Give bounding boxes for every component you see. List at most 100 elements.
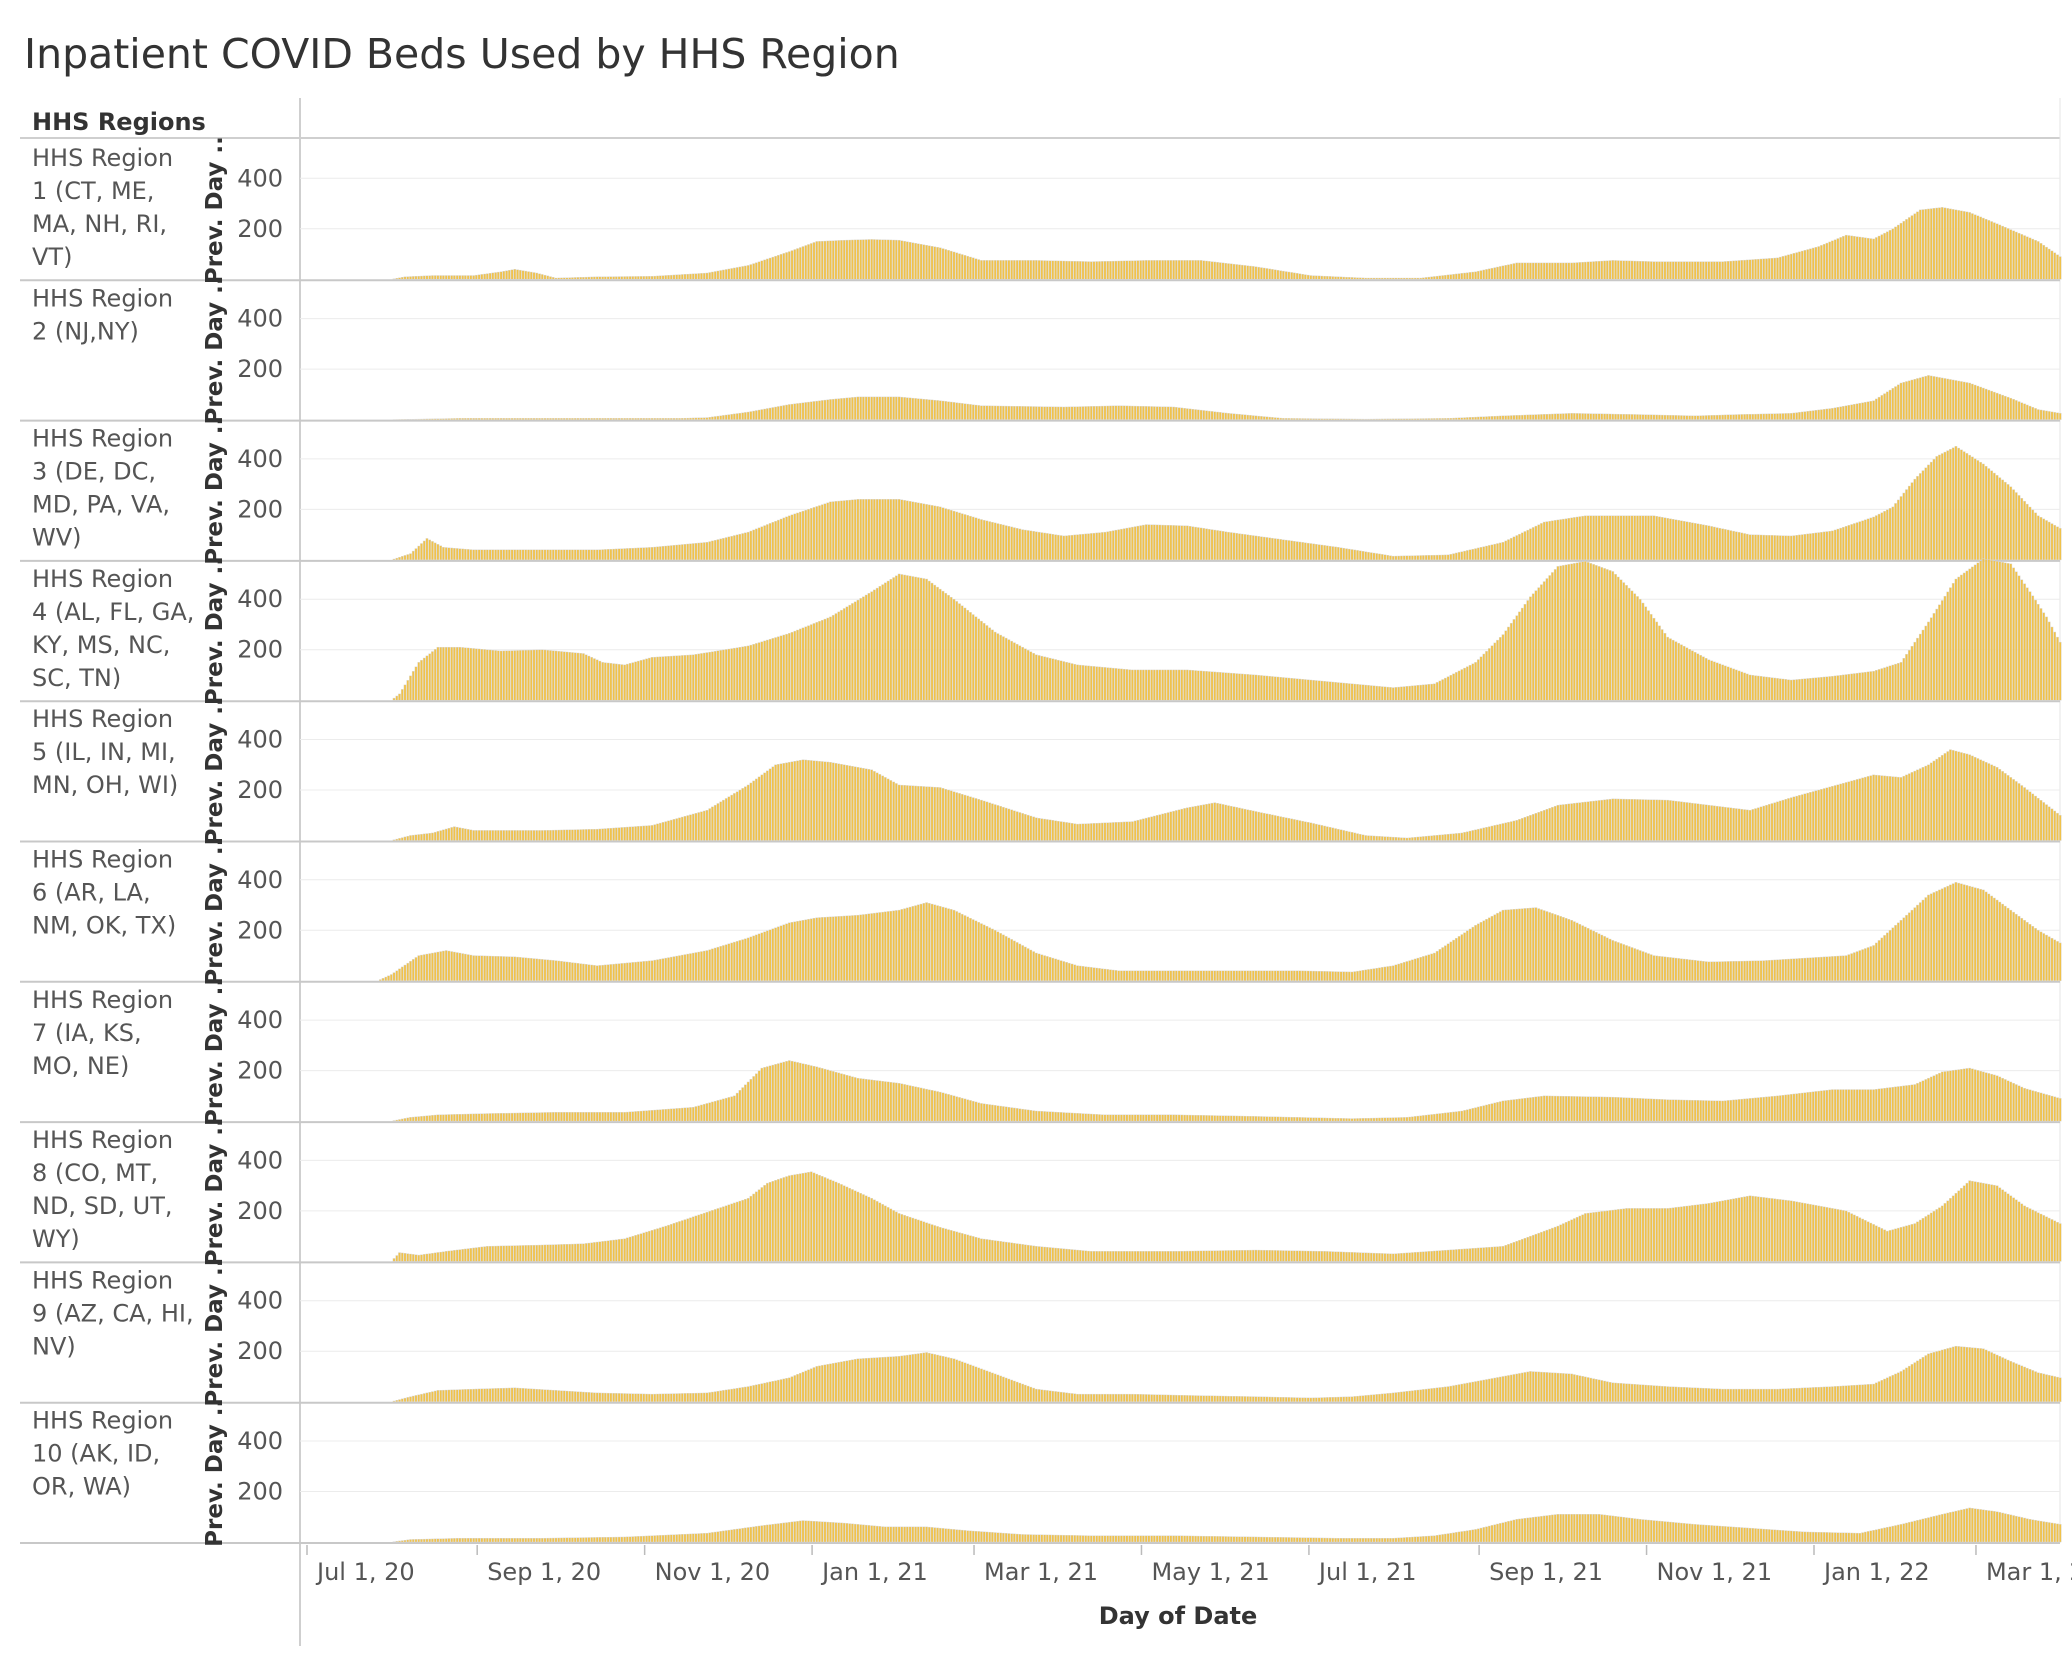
bar	[738, 266, 742, 280]
bar	[1680, 644, 1683, 701]
bar	[697, 542, 701, 561]
bar	[831, 398, 835, 420]
bar	[1186, 970, 1189, 982]
bar	[1509, 263, 1513, 280]
bar	[1995, 1185, 1999, 1262]
bar	[1010, 526, 1013, 561]
bar	[1869, 238, 1873, 280]
bar	[801, 402, 805, 420]
bar	[1702, 656, 1705, 701]
bar	[1638, 950, 1642, 981]
bar	[645, 1231, 648, 1262]
bar	[1806, 1092, 1809, 1122]
bar	[683, 655, 687, 701]
bar	[735, 647, 739, 701]
bar	[1444, 275, 1447, 280]
bar	[1619, 414, 1623, 420]
bar	[1589, 563, 1593, 701]
bar	[1067, 1112, 1071, 1122]
bar	[1696, 415, 1700, 420]
bar	[1803, 534, 1807, 561]
bar	[590, 418, 593, 420]
bar	[1482, 1105, 1486, 1122]
bar	[1866, 401, 1870, 420]
bar	[587, 418, 591, 420]
bar	[1756, 534, 1760, 561]
bar	[1271, 970, 1274, 982]
bar	[1965, 753, 1969, 841]
bar	[642, 418, 646, 420]
bar	[1718, 527, 1722, 561]
bar	[1353, 418, 1357, 420]
bar	[1811, 410, 1815, 420]
bar	[1089, 533, 1093, 561]
bar	[1048, 260, 1052, 280]
bar	[1032, 406, 1035, 420]
bar	[1888, 665, 1892, 701]
bar	[466, 418, 470, 420]
bar	[1526, 908, 1530, 982]
bar	[1806, 411, 1809, 420]
bar	[691, 952, 695, 981]
bar	[2025, 503, 2029, 561]
bar	[442, 1389, 445, 1402]
bar	[1905, 654, 1908, 701]
bar	[1817, 532, 1820, 561]
bar	[1411, 959, 1414, 982]
bar	[1929, 461, 1933, 561]
bar	[444, 547, 448, 561]
bar	[1306, 970, 1310, 982]
bar	[1658, 261, 1661, 280]
bar	[1172, 1251, 1175, 1262]
bar	[661, 418, 665, 420]
bar	[831, 1180, 835, 1262]
bar	[925, 1088, 928, 1122]
bar	[653, 275, 657, 280]
bar	[941, 1092, 945, 1122]
bar	[798, 760, 802, 841]
bar	[1754, 1196, 1757, 1262]
bar	[870, 1198, 873, 1262]
bar	[1026, 650, 1030, 701]
bar	[1872, 774, 1875, 841]
bar	[1279, 1250, 1282, 1262]
bar	[774, 927, 777, 981]
bar	[1013, 260, 1016, 280]
bar	[1342, 830, 1346, 841]
bar	[1696, 960, 1700, 981]
bar	[1218, 970, 1222, 982]
bar	[919, 786, 923, 841]
bar	[837, 240, 841, 280]
bar	[1855, 236, 1859, 280]
bar	[900, 909, 904, 982]
bar	[2012, 567, 2015, 701]
bar	[1704, 804, 1708, 841]
bar	[1715, 414, 1719, 420]
bar	[1641, 261, 1645, 280]
bar	[1265, 1116, 1269, 1122]
bar	[1825, 1089, 1829, 1122]
bar	[1287, 271, 1291, 280]
bar	[1726, 807, 1730, 841]
bar	[1070, 260, 1074, 280]
bar	[1383, 1253, 1387, 1262]
bar	[1411, 277, 1414, 280]
bar	[2012, 230, 2015, 280]
bar	[1674, 957, 1678, 981]
bar	[1240, 533, 1244, 561]
bar	[1767, 258, 1771, 280]
bar	[560, 277, 563, 280]
bar	[1746, 1196, 1749, 1262]
bar	[1767, 1197, 1771, 1262]
bar	[543, 274, 547, 280]
bar	[1304, 970, 1307, 982]
bar	[1685, 521, 1689, 561]
bar	[1746, 414, 1749, 420]
bar	[1496, 1246, 1499, 1262]
bar	[1227, 672, 1230, 701]
bar	[634, 1111, 637, 1122]
bar	[1979, 560, 1982, 701]
bar	[1990, 560, 1993, 701]
bar	[1002, 1106, 1005, 1122]
bar	[1726, 414, 1730, 420]
